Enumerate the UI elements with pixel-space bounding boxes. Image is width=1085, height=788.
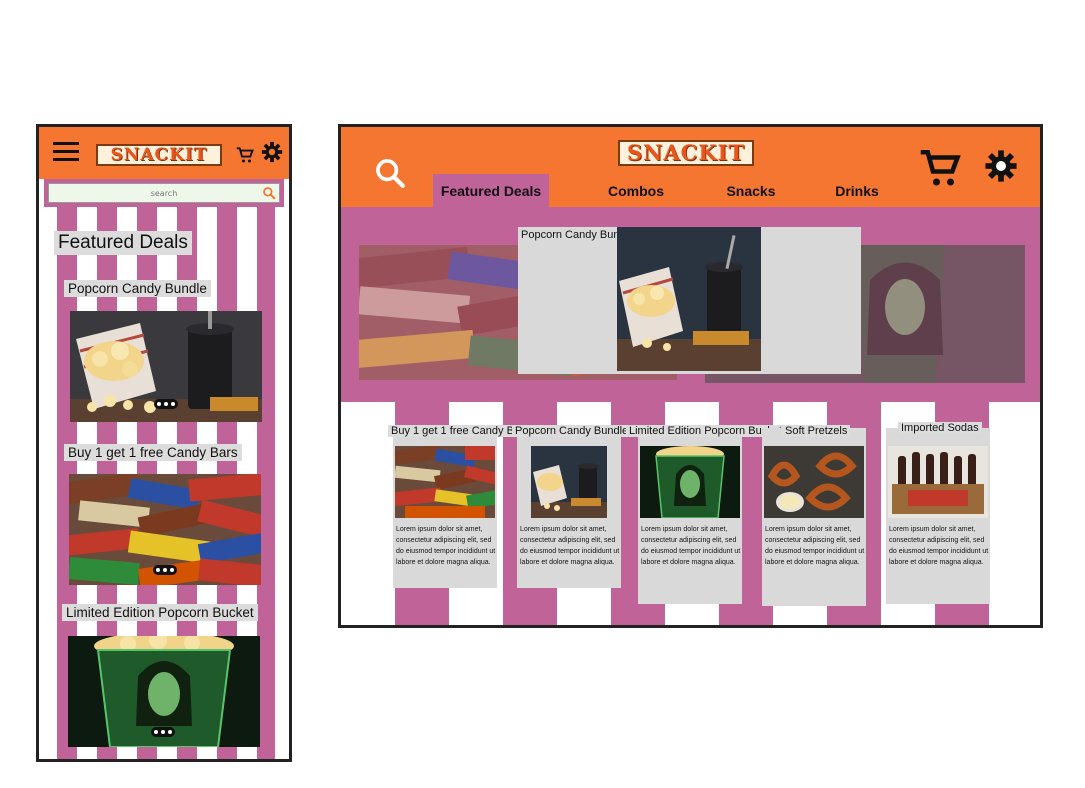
popcorn-bundle-image: [617, 227, 761, 371]
carousel-active-slide[interactable]: Popcorn Candy Bundle: [518, 227, 861, 374]
gear-icon[interactable]: [261, 141, 283, 163]
search-icon[interactable]: [373, 156, 407, 190]
product-card-title: Limited Edition Popcorn Bucket: [626, 425, 785, 437]
popcorn-bundle-image[interactable]: [70, 311, 262, 422]
mobile-content: Featured Deals Popcorn Candy Bundle Buy …: [39, 207, 289, 759]
product-card-title: Imported Sodas: [898, 422, 982, 434]
tab-drinks[interactable]: Drinks: [835, 182, 879, 199]
carousel-dots-icon[interactable]: [154, 399, 178, 409]
section-title: Featured Deals: [54, 231, 192, 255]
product-card[interactable]: Limited Edition Popcorn Bucket Lorem ips…: [626, 425, 785, 604]
product-card-description: Lorem ipsum dolor sit amet, consectetur …: [396, 526, 496, 566]
imported-sodas-image: [888, 446, 988, 518]
product-card-description: Lorem ipsum dolor sit amet, consectetur …: [520, 526, 620, 566]
mobile-mockup: SNACKIT Featured Deals Popcorn Candy Bun…: [36, 124, 292, 762]
search-bar: [44, 179, 284, 207]
product-card[interactable]: Soft Pretzels Lorem ipsum dolor sit amet…: [762, 425, 866, 606]
product-card[interactable]: Buy 1 get 1 free Candy Bars Lorem ipsum …: [388, 425, 533, 588]
search-input[interactable]: [48, 183, 280, 203]
item-label: Buy 1 get 1 free Candy Bars: [64, 444, 242, 461]
carousel-dots-icon[interactable]: [151, 727, 175, 737]
hamburger-menu-icon[interactable]: [53, 142, 79, 162]
cart-icon[interactable]: [236, 146, 254, 164]
popcorn-bucket-image[interactable]: [68, 636, 260, 747]
snackit-logo[interactable]: SNACKIT: [96, 144, 222, 166]
product-card-description: Lorem ipsum dolor sit amet, consectetur …: [641, 526, 741, 566]
carousel-slide-label: Popcorn Candy Bundle: [521, 229, 635, 241]
candy-bars-image[interactable]: [69, 474, 261, 585]
product-card[interactable]: Popcorn Candy Bundle Lorem ipsum dolor s…: [512, 425, 632, 588]
desktop-mockup: SNACKIT Featured Deals Combos Snacks Dri…: [338, 124, 1043, 628]
product-card-title: Soft Pretzels: [782, 425, 851, 437]
desktop-header: SNACKIT Featured Deals Combos Snacks Dri…: [341, 127, 1040, 207]
product-grid: Buy 1 get 1 free Candy Bars Lorem ipsum …: [341, 402, 1040, 625]
snackit-logo[interactable]: SNACKIT: [618, 140, 754, 166]
product-card-description: Lorem ipsum dolor sit amet, consectetur …: [889, 526, 989, 566]
cart-icon[interactable]: [918, 147, 962, 189]
tab-combos[interactable]: Combos: [608, 182, 664, 199]
popcorn-bundle-image: [531, 446, 607, 518]
item-label: Popcorn Candy Bundle: [64, 280, 211, 297]
carousel-dots-icon[interactable]: [153, 565, 177, 575]
soft-pretzels-image: [764, 446, 864, 518]
item-label: Limited Edition Popcorn Bucket: [62, 604, 258, 621]
tab-snacks[interactable]: Snacks: [726, 182, 776, 199]
search-icon[interactable]: [262, 186, 276, 200]
tab-featured-deals[interactable]: Featured Deals: [433, 174, 549, 207]
gear-icon[interactable]: [984, 149, 1018, 183]
candy-bars-image: [395, 446, 495, 518]
product-card-title: Popcorn Candy Bundle: [512, 425, 632, 437]
popcorn-bucket-image: [640, 446, 740, 518]
featured-carousel: Popcorn Candy Bundle: [341, 207, 1040, 402]
product-card-title: Buy 1 get 1 free Candy Bars: [388, 425, 533, 437]
mobile-header: SNACKIT: [39, 127, 289, 179]
product-card-description: Lorem ipsum dolor sit amet, consectetur …: [765, 526, 865, 566]
product-card[interactable]: Imported Sodas Lorem ipsum do: [886, 422, 990, 604]
